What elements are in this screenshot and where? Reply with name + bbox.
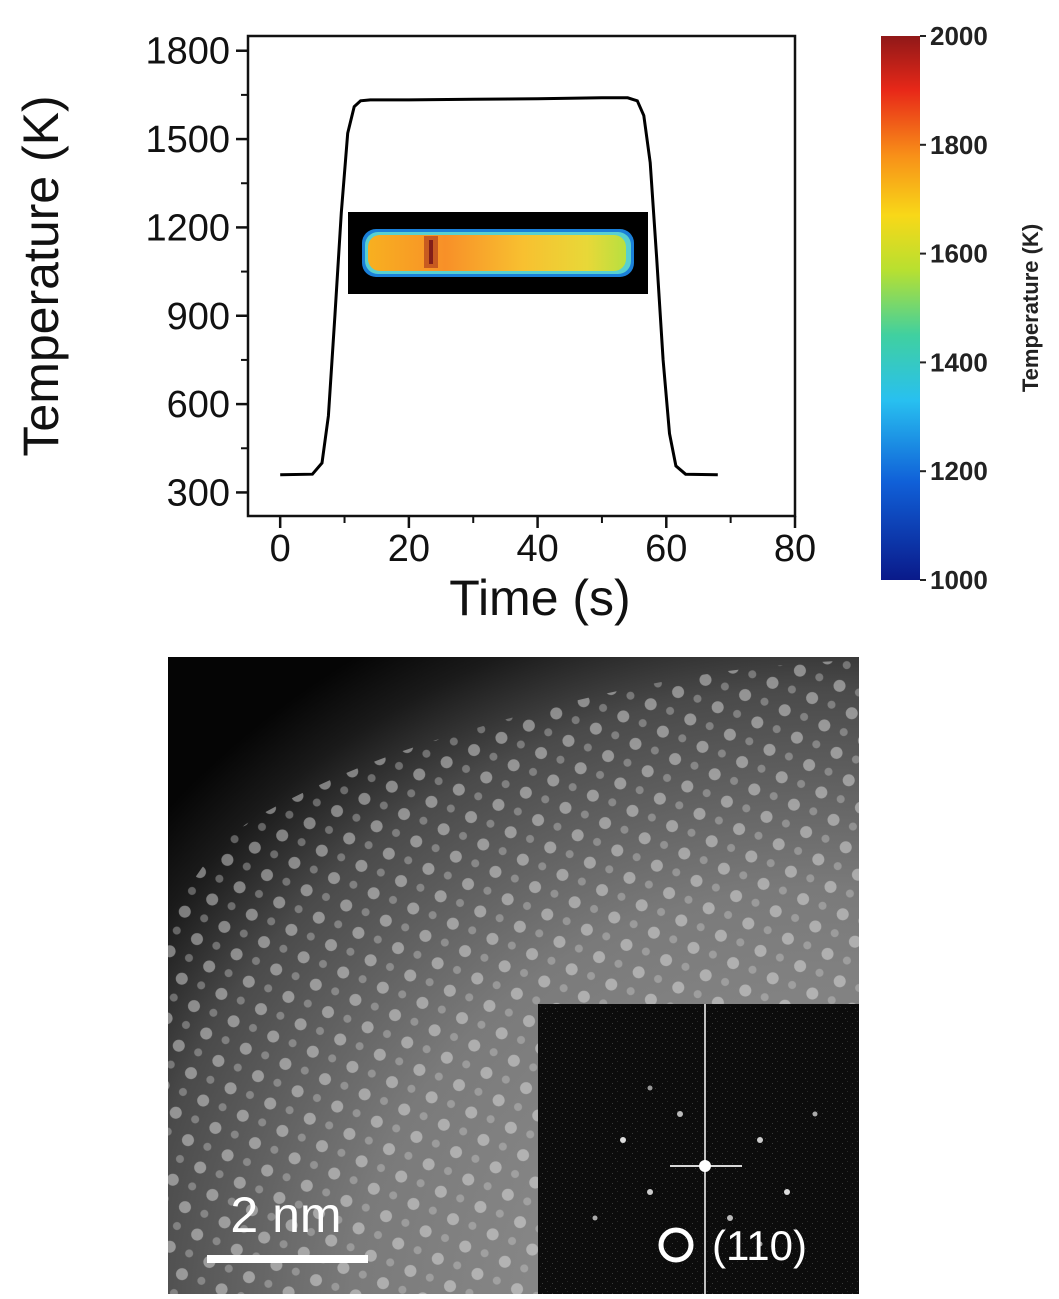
x-tick-label: 60 <box>645 528 687 570</box>
x-axis-title: Time (s) <box>449 570 630 626</box>
fft-label: (110) <box>712 1222 807 1269</box>
colorbar-tick-label: 1600 <box>930 239 988 269</box>
scale-bar-label: 2 nm <box>230 1187 341 1243</box>
y-tick-label: 600 <box>167 384 230 426</box>
stem-micrograph: 2 nm (110) <box>168 657 859 1294</box>
scale-bar <box>207 1255 368 1263</box>
temperature-chart: 0 20 40 60 80 300 600 900 1200 1500 1800 Time (s)… <box>13 31 816 626</box>
y-tick-label: 1200 <box>145 207 230 249</box>
plot-frame <box>246 34 797 518</box>
y-tick-label: 1500 <box>145 119 230 161</box>
colorbar-gradient <box>881 36 920 580</box>
colorbar-tick-label: 1000 <box>930 565 988 595</box>
y-axis-title: Temperature (K) <box>13 95 69 456</box>
x-tick-label: 20 <box>388 528 430 570</box>
x-ticks: 0 20 40 60 80 <box>270 516 816 570</box>
x-tick-label: 40 <box>516 528 558 570</box>
colorbar-tick-label: 2000 <box>930 21 988 51</box>
temperature-series-line <box>280 96 718 477</box>
y-tick-label: 900 <box>167 296 230 338</box>
y-tick-label: 1800 <box>145 31 230 73</box>
thermal-image-inset <box>348 212 648 294</box>
fft-inset: (110) <box>538 1004 859 1294</box>
y-ticks: 300 600 900 1200 1500 1800 <box>145 31 248 514</box>
colorbar-tick-label: 1200 <box>930 456 988 486</box>
colorbar-ticks: 2000 1800 1600 1400 1200 1000 <box>920 21 988 595</box>
temperature-colorbar: 2000 1800 1600 1400 1200 1000 Temperature (K) <box>881 21 1043 595</box>
fft-spot-circle-marker <box>658 1227 694 1263</box>
colorbar-tick-label: 1800 <box>930 130 988 160</box>
y-tick-label: 300 <box>167 472 230 514</box>
colorbar-title: Temperature (K) <box>1018 224 1043 392</box>
colorbar-tick-label: 1400 <box>930 347 988 377</box>
x-tick-label: 0 <box>270 528 291 570</box>
x-tick-label: 80 <box>774 528 816 570</box>
